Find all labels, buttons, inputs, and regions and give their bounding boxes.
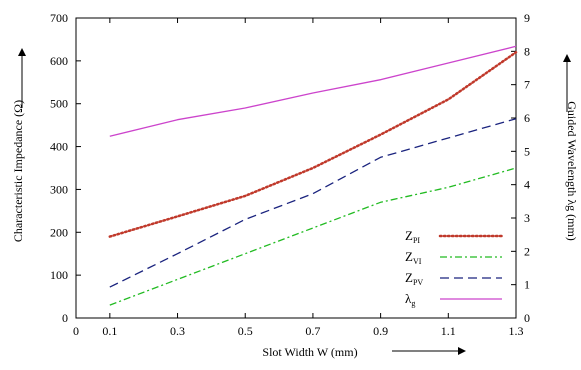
y-right-tick-label-4: 4 xyxy=(524,178,530,192)
ticks: 0 0.1 0.3 0.5 0.7 0.9 1.1 1.3010020030040050060… xyxy=(50,11,530,338)
y-axis-left-arrow xyxy=(18,48,26,108)
y-right-tick-label-0: 0 xyxy=(524,311,530,325)
y-right-tick-label-6: 6 xyxy=(524,111,530,125)
y-axis-right-arrow xyxy=(563,54,571,112)
legend-label-1: ZVI xyxy=(405,249,422,266)
y-left-tick-label-600: 600 xyxy=(50,54,68,68)
x-tick-label-0.3: 0.3 xyxy=(170,324,185,338)
series-line-0 xyxy=(108,51,518,238)
x-tick-label-0.5: 0.5 xyxy=(238,324,253,338)
legend-label-3: λg xyxy=(405,291,415,308)
y-left-tick-label-500: 500 xyxy=(50,97,68,111)
y-right-tick-label-1: 1 xyxy=(524,278,530,292)
y-right-tick-label-5: 5 xyxy=(524,144,530,158)
legend: ZPI ZVI ZPV λg xyxy=(405,228,504,308)
y-axis-left-title: Characteristic Impedance (Ω) xyxy=(11,100,25,242)
y-axis-right-title: Guided Wavelength λg (mm) xyxy=(565,101,579,241)
x-tick-label-0.7: 0.7 xyxy=(305,324,320,338)
legend-label-2: ZPV xyxy=(405,270,423,287)
y-right-tick-label-3: 3 xyxy=(524,211,530,225)
x-axis-arrow xyxy=(392,347,466,355)
x-axis-title: Slot Width W (mm) xyxy=(262,345,357,359)
legend-label-0: ZPI xyxy=(405,228,420,245)
x-tick-label-1.3: 1.3 xyxy=(509,324,524,338)
y-left-tick-label-700: 700 xyxy=(50,11,68,25)
series-lines xyxy=(108,45,518,306)
y-right-tick-label-2: 2 xyxy=(524,244,530,258)
x-tick-label-0: 0 xyxy=(73,324,79,338)
x-tick-label-0.9: 0.9 xyxy=(373,324,388,338)
y-right-tick-label-8: 8 xyxy=(524,44,530,58)
y-left-tick-label-300: 300 xyxy=(50,182,68,196)
y-right-tick-label-9: 9 xyxy=(524,11,530,25)
x-tick-label-0.1: 0.1 xyxy=(102,324,117,338)
y-left-tick-label-200: 200 xyxy=(50,225,68,239)
y-right-tick-label-7: 7 xyxy=(524,78,530,92)
axes xyxy=(75,17,517,319)
y-left-tick-label-0: 0 xyxy=(62,311,68,325)
series-line-3 xyxy=(109,45,517,137)
series-line-2 xyxy=(109,118,517,288)
y-left-tick-label-100: 100 xyxy=(50,268,68,282)
x-tick-label-1.1: 1.1 xyxy=(441,324,456,338)
y-left-tick-label-400: 400 xyxy=(50,140,68,154)
plot-frame xyxy=(75,17,517,319)
